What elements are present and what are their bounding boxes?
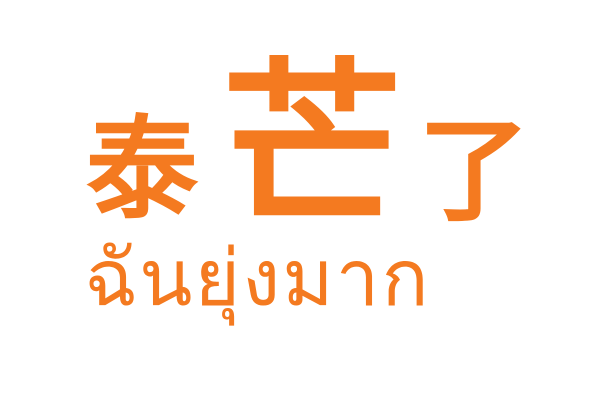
chinese-brand-name: 泰 芒 了 <box>0 40 600 240</box>
thai-slogan: ฉันยุ่งมาก <box>84 234 431 324</box>
brand-char-le: 了 <box>418 107 530 237</box>
brand-char-tai: 泰 <box>86 105 198 235</box>
brand-char-mang: 芒 <box>222 43 403 252</box>
